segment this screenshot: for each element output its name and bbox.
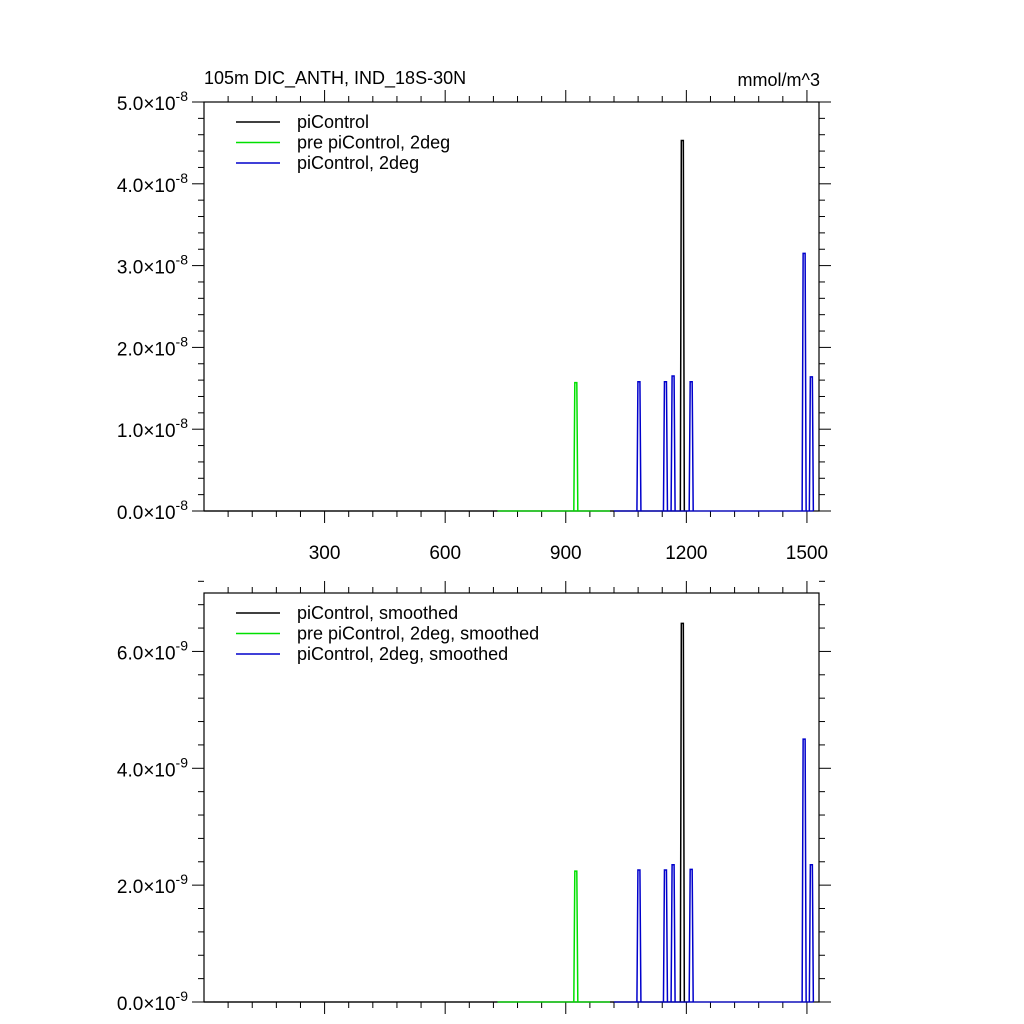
y-tick-mantissa: 0.0 xyxy=(117,503,143,524)
chart-units: mmol/m^3 xyxy=(738,70,820,90)
y-tick-times: ×10 xyxy=(143,421,175,442)
bottom-y-tick-label: 0.0×10-9 xyxy=(117,988,188,1015)
bottom-y-tick-label: 2.0×10-9 xyxy=(117,871,188,898)
bottom-series-spike xyxy=(636,869,642,1003)
bottom-series-spike xyxy=(688,868,694,1003)
bottom-series-spike xyxy=(801,738,807,1003)
y-tick-exponent: -8 xyxy=(176,170,189,186)
top-series-spike xyxy=(662,381,669,512)
top-series-spike xyxy=(679,139,686,512)
y-tick-mantissa: 1.0 xyxy=(117,421,143,442)
top-legend-label: pre piControl, 2deg xyxy=(297,133,450,153)
y-tick-exponent: -9 xyxy=(176,637,189,653)
chart-title: 105m DIC_ANTH, IND_18S-30N xyxy=(204,68,466,89)
y-tick-times: ×10 xyxy=(143,643,175,664)
y-tick-mantissa: 4.0 xyxy=(117,176,143,197)
bottom-legend-label: piControl, smoothed xyxy=(297,603,458,623)
y-tick-mantissa: 0.0 xyxy=(117,994,143,1015)
top-y-tick-label: 0.0×10-8 xyxy=(117,497,188,524)
bottom-y-tick-label: 6.0×10-9 xyxy=(117,637,188,664)
bottom-series-spike xyxy=(808,863,815,1003)
top-x-tick-label: 1200 xyxy=(665,543,707,564)
y-tick-times: ×10 xyxy=(143,94,175,115)
top-x-tick-label: 300 xyxy=(309,543,341,564)
y-tick-exponent: -9 xyxy=(176,754,189,770)
y-tick-exponent: -8 xyxy=(176,252,189,268)
y-tick-mantissa: 2.0 xyxy=(117,877,143,898)
bottom-y-tick-label: 4.0×10-9 xyxy=(117,754,188,781)
bottom-series-spike xyxy=(679,622,686,1003)
y-tick-exponent: -8 xyxy=(176,497,189,513)
bottom-series-spike xyxy=(670,863,676,1003)
y-tick-mantissa: 3.0 xyxy=(117,258,143,279)
y-tick-exponent: -8 xyxy=(176,333,189,349)
top-y-tick-label: 1.0×10-8 xyxy=(117,415,188,442)
top-x-tick-label: 600 xyxy=(429,543,461,564)
top-series-spike xyxy=(801,252,807,512)
top-legend-label: piControl, 2deg xyxy=(297,153,419,173)
y-tick-times: ×10 xyxy=(143,877,175,898)
bottom-series-spike xyxy=(662,869,669,1003)
y-tick-times: ×10 xyxy=(143,176,175,197)
top-x-tick-label: 900 xyxy=(550,543,582,564)
y-tick-exponent: -8 xyxy=(176,88,189,104)
y-tick-exponent: -9 xyxy=(176,988,189,1004)
top-series-spike xyxy=(688,381,694,512)
top-series-spike xyxy=(636,381,642,512)
bottom-panel: 0.0×10-92.0×10-94.0×10-96.0×10-9piContro… xyxy=(117,580,831,1015)
y-tick-exponent: -8 xyxy=(176,415,189,431)
y-tick-mantissa: 5.0 xyxy=(117,94,143,115)
y-tick-times: ×10 xyxy=(143,760,175,781)
top-x-tick-label: 1500 xyxy=(786,543,828,564)
y-tick-times: ×10 xyxy=(143,258,175,279)
top-y-tick-label: 4.0×10-8 xyxy=(117,170,188,197)
bottom-series-spike xyxy=(573,870,579,1003)
y-tick-times: ×10 xyxy=(143,503,175,524)
y-tick-times: ×10 xyxy=(143,339,175,360)
y-tick-mantissa: 2.0 xyxy=(117,339,143,360)
top-legend-label: piControl xyxy=(297,112,369,132)
top-y-tick-label: 2.0×10-8 xyxy=(117,333,188,360)
top-panel: 300 600 900 1200 15000.0×10-81.0×10-82.0×10-… xyxy=(117,88,831,564)
y-tick-exponent: -9 xyxy=(176,871,189,887)
top-series-spike xyxy=(573,381,579,512)
top-series-spike xyxy=(670,375,676,512)
bottom-legend-label: piControl, 2deg, smoothed xyxy=(297,644,508,664)
top-y-tick-label: 5.0×10-8 xyxy=(117,88,188,115)
y-tick-mantissa: 4.0 xyxy=(117,760,143,781)
y-tick-mantissa: 6.0 xyxy=(117,643,143,664)
top-y-tick-label: 3.0×10-8 xyxy=(117,252,188,279)
bottom-legend-label: pre piControl, 2deg, smoothed xyxy=(297,624,539,644)
y-tick-times: ×10 xyxy=(143,994,175,1015)
top-series-spike xyxy=(808,376,815,512)
